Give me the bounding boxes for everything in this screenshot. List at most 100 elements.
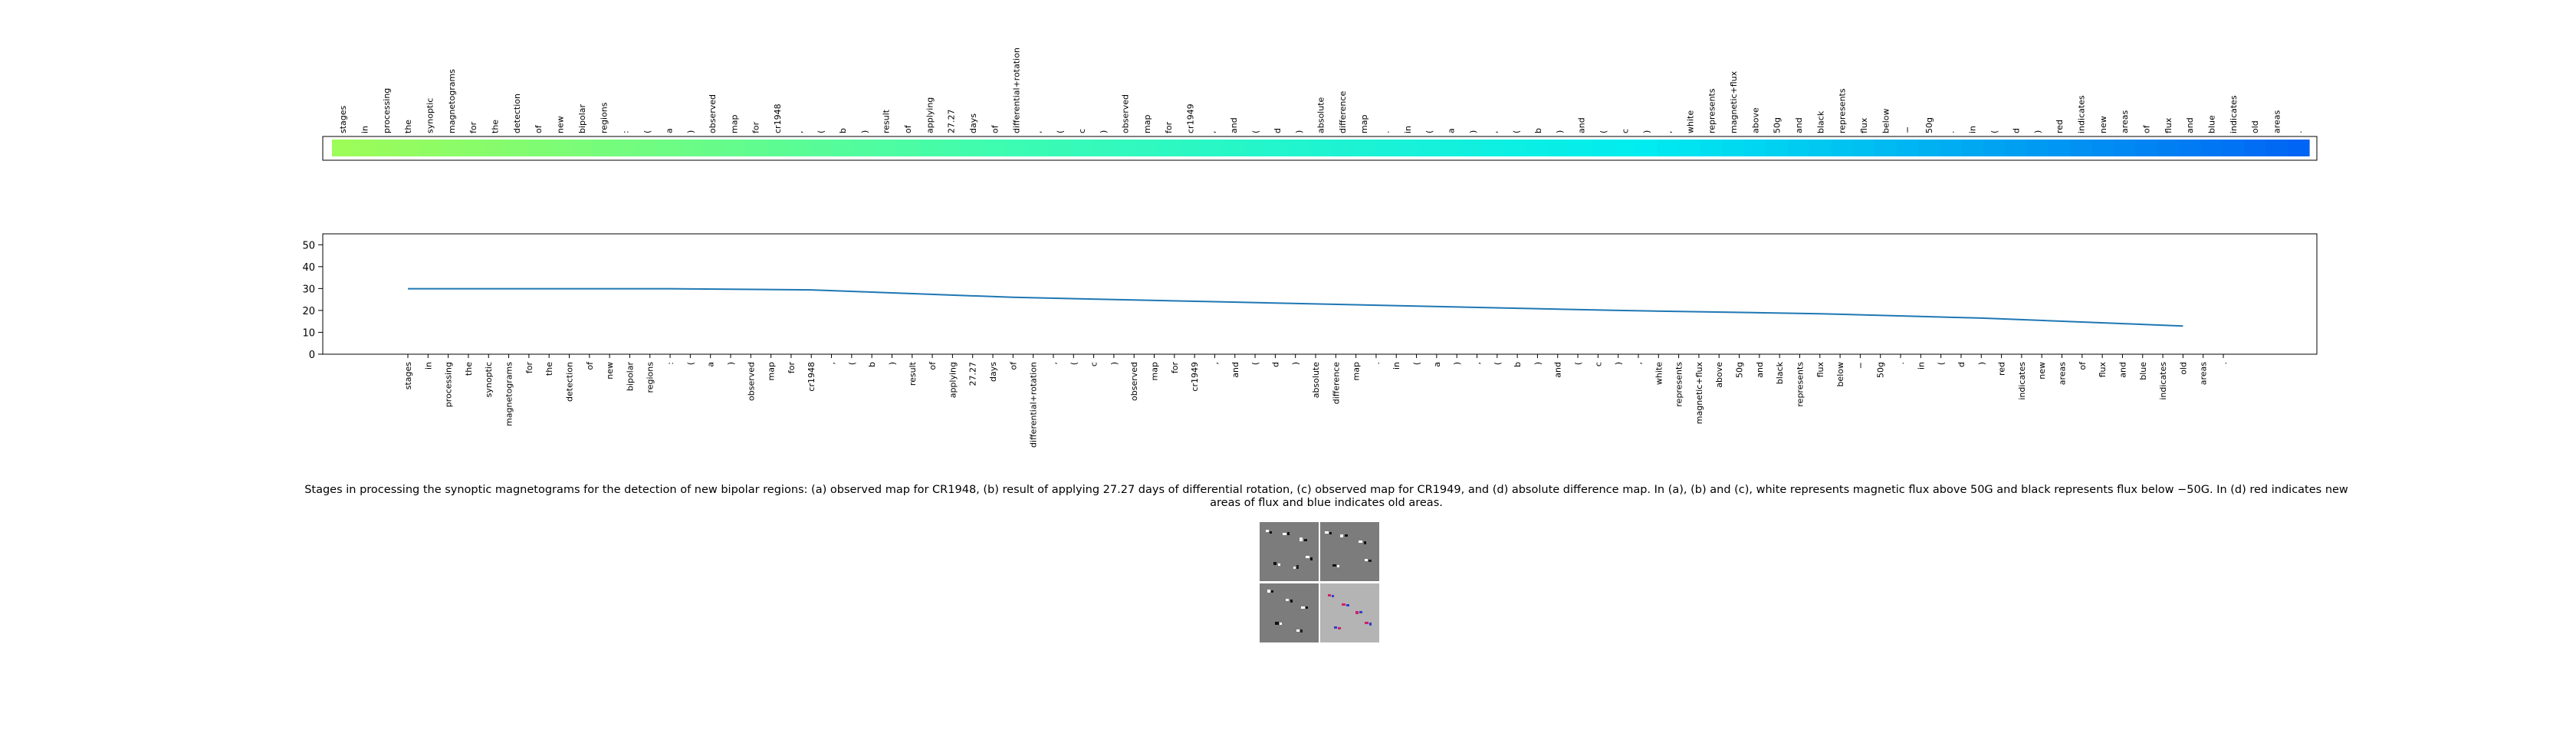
x-tick-label: ) [1533,362,1543,365]
heatmap-token-label: detection [512,94,522,133]
x-tick-label: red [1997,362,2007,376]
heatmap-cell [1222,140,1245,156]
x-tick-label: differential+rotation [1029,362,1039,448]
heatmap-token-label: ) [1294,130,1304,133]
x-tick-label: ( [1412,362,1422,365]
heatmap-token-label: above [1750,107,1760,133]
heatmap-cell [397,140,419,156]
heatmap-token-label: , [1033,131,1043,134]
heatmap-token-label: represents [1707,88,1717,133]
heatmap-token-label: ) [2033,130,2043,133]
heatmap-cell [2135,140,2158,156]
heatmap-cell [375,140,398,156]
x-tick-label: 50g [1876,362,1886,378]
heatmap-cell [2157,140,2180,156]
x-tick-label: c [1593,362,1603,366]
line-y-axis: 0 10 20 30 40 50 [302,240,323,361]
heatmap-cell [1852,140,1875,156]
heatmap-cell [419,140,442,156]
x-tick-label: for [524,362,534,374]
heatmap-cell [2048,140,2071,156]
x-tick-label: , [1634,362,1644,365]
heatmap-cell [484,140,507,156]
x-tick-label: observed [1129,362,1139,401]
heatmap-cell [744,140,767,156]
x-tick-label: indicates [2158,362,2168,400]
heatmap-token-label: ( [642,130,652,133]
heatmap-token-label: map [729,115,739,133]
y-tick-label: 40 [302,262,315,274]
x-tick-label: areas [2058,362,2068,386]
heatmap-token-label: new [556,116,566,133]
x-tick-label: for [787,362,797,374]
heatmap-cell [1505,140,1528,156]
x-tick-label: magnetic+flux [1694,362,1704,425]
heatmap-token-label: d [1273,128,1283,133]
heatmap-cell [2287,140,2310,156]
x-tick-label: , [827,362,837,365]
heatmap-cell [810,140,833,156]
x-tick-label: above [1714,362,1724,388]
panel-d-image [1320,583,1379,642]
heatmap-token-label: days [968,113,978,133]
heatmap-token-label: flux [1859,117,1869,133]
x-tick-label: in [1916,362,1926,370]
heatmap-token-label: ) [859,130,869,133]
x-tick-label: . [1896,362,1906,365]
x-tick-label: ( [847,362,857,365]
x-tick-label: cr1948 [807,362,816,392]
x-tick-label: observed [746,362,756,401]
x-tick-label: processing [444,362,454,407]
x-tick-label: ) [1614,362,1624,365]
heatmap-cell [1940,140,1963,156]
heatmap-token-label: map [1359,115,1369,133]
heatmap-cell [332,140,354,156]
heatmap-cell [766,140,789,156]
x-tick-label: d [1957,362,1967,367]
heatmap-cell [1049,140,1072,156]
line-plot-frame [322,233,2318,355]
x-tick-label: blue [2138,362,2148,380]
heatmap-cell [636,140,659,156]
heatmap-token-label: in [360,126,370,133]
heatmap-token-label: and [1229,117,1239,133]
heatmap-cell [918,140,941,156]
heatmap-token-label: , [1208,131,1217,134]
heatmap-token-label: white [1685,110,1695,133]
heatmap-cell [723,140,746,156]
heatmap-cell [1092,140,1115,156]
heatmap-cell [2091,140,2114,156]
heatmap-cell [679,140,702,156]
heatmap-cell [1722,140,1745,156]
heatmap-cell [875,140,898,156]
heatmap-token-label: black [1815,110,1825,133]
heatmap-cell [1353,140,1375,156]
heatmap-token-label: 27.27 [947,110,957,134]
heatmap-token-label: of [990,124,1000,133]
heatmap-cell [1961,140,1984,156]
heatmap-token-label: below [1881,108,1891,133]
figure-caption: Stages in processing the synoptic magnet… [304,484,2348,509]
heatmap-token-label: , [1490,131,1500,134]
heatmap-cell [1549,140,1572,156]
heatmap-token-label: synoptic [426,98,435,133]
heatmap-cell [1309,140,1332,156]
x-tick-label: flux [1815,362,1825,378]
heatmap-cell [1027,140,1050,156]
heatmap-cell [1831,140,1854,156]
x-tick-label: , [1049,362,1059,365]
heatmap-token-label: magnetograms [447,69,457,133]
heatmap-cell [2200,140,2223,156]
heatmap-cell [1526,140,1549,156]
heatmap-cells [332,140,2310,156]
heatmap-cell [1983,140,2006,156]
heatmap-token-label: ( [1250,130,1260,133]
heatmap-token-label: : [621,130,631,133]
heatmap-cell [1896,140,1919,156]
x-tick-label: synoptic [484,362,494,397]
x-tick-label: the [464,362,474,376]
heatmap-token-label: for [468,121,478,133]
x-tick-label: map [767,362,777,380]
x-tick-label: a [706,362,716,367]
heatmap-token-label: and [1794,117,1804,133]
